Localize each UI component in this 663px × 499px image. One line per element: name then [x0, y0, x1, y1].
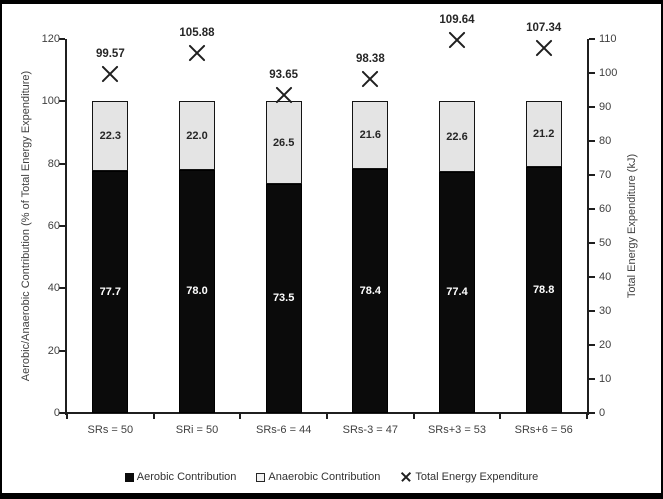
bar-segment-aerobic: 77.4 [439, 171, 475, 413]
tee-x-marker [101, 65, 119, 83]
right-axis-tick [589, 140, 595, 142]
x-axis-line [65, 412, 589, 414]
bar-segment-aerobic: 78.4 [352, 168, 389, 413]
category-label: SRs-3 = 47 [342, 424, 398, 436]
right-axis-tick [589, 412, 595, 414]
x-axis-tick [326, 414, 328, 419]
bar-segment-aerobic: 77.7 [92, 170, 129, 413]
legend-label: Aerobic Contribution [136, 471, 237, 483]
bar-segment-anaerobic: 22.3 [92, 101, 129, 171]
tee-x-marker [448, 31, 466, 49]
left-axis-tick-label: 20 [47, 344, 60, 357]
x-axis-tick [499, 414, 502, 419]
bar-segment-anaerobic: 26.5 [265, 101, 302, 184]
left-axis-tick [59, 412, 65, 414]
tee-value-label: 98.38 [355, 52, 385, 65]
x-axis-tick [412, 414, 415, 419]
filled-square-icon [124, 472, 134, 482]
x-marker-icon [400, 471, 412, 483]
right-axis-tick-label: 60 [599, 203, 612, 215]
right-axis-tick-label: 50 [599, 237, 612, 249]
tee-value-label: 107.34 [526, 22, 562, 35]
category-label: SRs+3 = 53 [427, 424, 487, 436]
bar-segment-anaerobic: 21.2 [525, 101, 562, 168]
right-axis-tick-label: 70 [599, 169, 612, 181]
y-axis-right-line [587, 39, 589, 415]
x-axis-tick [66, 414, 68, 419]
right-axis-tick [589, 208, 595, 210]
right-axis-tick [589, 106, 595, 108]
bar-segment-aerobic: 78.0 [179, 169, 215, 413]
legend: Aerobic Contribution Anaerobic Contributi… [0, 471, 663, 483]
legend-item-total-energy-expenditure: Total Energy Expenditure [400, 471, 538, 483]
bar-segment-anaerobic: 22.6 [439, 101, 475, 172]
right-axis-tick [589, 378, 595, 380]
tee-x-marker [535, 39, 553, 57]
right-axis-tick-label: 80 [599, 135, 612, 147]
x-axis-tick [239, 414, 242, 419]
outlined-square-icon [256, 472, 266, 482]
y-axis-left-line [65, 39, 67, 415]
right-axis-tick-label: 0 [599, 407, 606, 419]
left-axis-tick-label: 40 [47, 282, 60, 295]
right-axis-tick [589, 310, 595, 312]
tee-x-marker [188, 44, 206, 62]
left-axis-tick [59, 100, 65, 103]
right-axis-tick [589, 72, 595, 74]
left-axis-tick-label: 0 [53, 407, 60, 419]
tee-x-marker [275, 86, 293, 104]
category-label: SRs+6 = 56 [514, 424, 573, 436]
right-axis-tick [589, 174, 595, 176]
left-axis-tick [59, 162, 65, 165]
right-axis-tick-label: 40 [599, 271, 612, 283]
left-axis-tick [59, 287, 65, 290]
bar-segment-aerobic: 78.8 [525, 167, 562, 413]
left-axis-tick-label: 100 [41, 95, 60, 108]
tee-value-label: 105.88 [179, 27, 215, 39]
tee-x-marker [361, 70, 379, 88]
bar-segment-aerobic: 73.5 [265, 183, 302, 413]
tee-value-label: 109.64 [439, 14, 475, 27]
tee-value-label: 93.65 [269, 68, 299, 81]
legend-label: Total Energy Expenditure [415, 471, 539, 483]
x-axis-tick [586, 414, 588, 419]
right-axis-tick-label: 100 [599, 67, 618, 79]
category-label: SRs = 50 [87, 424, 134, 436]
right-axis-tick [589, 38, 595, 40]
right-axis-tick-label: 10 [599, 373, 612, 385]
left-axis-tick [59, 38, 65, 40]
bar-segment-anaerobic: 22.0 [179, 101, 215, 170]
legend-label: Anaerobic Contribution [268, 471, 381, 483]
tee-value-label: 99.57 [95, 48, 125, 61]
right-axis-tick-label: 20 [599, 339, 612, 351]
category-label: SRi = 50 [175, 424, 219, 436]
left-axis-tick-label: 80 [47, 157, 60, 170]
right-axis-tick-label: 110 [599, 33, 617, 45]
left-axis-tick-label: 60 [47, 220, 60, 232]
right-axis-tick [589, 276, 595, 278]
category-label: SRs-6 = 44 [255, 424, 312, 436]
left-axis-tick-label: 120 [41, 33, 60, 45]
right-axis-tick-label: 30 [599, 305, 612, 317]
left-axis-tick [59, 349, 65, 352]
legend-item-anaerobic-contribution: Anaerobic Contribution [256, 471, 380, 483]
right-axis-tick-label: 90 [599, 101, 612, 113]
bar-segment-anaerobic: 21.6 [352, 101, 389, 169]
left-axis-tick [59, 225, 65, 227]
right-axis-tick [589, 242, 595, 244]
legend-item-aerobic-contribution: Aerobic Contribution [124, 471, 237, 483]
x-axis-tick [152, 414, 155, 419]
right-axis-tick [589, 344, 595, 346]
